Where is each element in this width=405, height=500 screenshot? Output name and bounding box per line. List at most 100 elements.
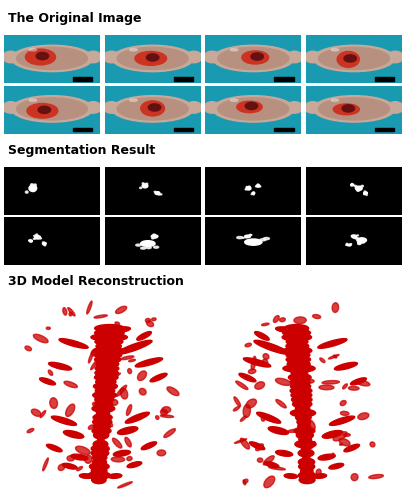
Ellipse shape — [356, 238, 366, 242]
Ellipse shape — [36, 52, 49, 60]
Ellipse shape — [345, 245, 346, 246]
Ellipse shape — [49, 362, 71, 370]
Ellipse shape — [42, 242, 46, 245]
Ellipse shape — [333, 355, 336, 358]
Ellipse shape — [141, 442, 156, 450]
Ellipse shape — [282, 364, 314, 372]
Ellipse shape — [334, 362, 356, 370]
Ellipse shape — [50, 398, 58, 408]
Ellipse shape — [315, 469, 320, 475]
Ellipse shape — [360, 242, 363, 243]
Ellipse shape — [284, 474, 297, 478]
Ellipse shape — [363, 191, 364, 192]
Ellipse shape — [249, 442, 264, 450]
Ellipse shape — [31, 409, 41, 416]
Ellipse shape — [94, 329, 124, 336]
Ellipse shape — [95, 400, 113, 408]
Ellipse shape — [125, 438, 131, 447]
Ellipse shape — [29, 48, 36, 51]
Ellipse shape — [146, 54, 158, 61]
Ellipse shape — [94, 324, 124, 332]
Ellipse shape — [43, 458, 48, 471]
Ellipse shape — [85, 51, 101, 63]
Ellipse shape — [257, 184, 258, 185]
Ellipse shape — [145, 183, 147, 184]
Ellipse shape — [236, 101, 262, 112]
Ellipse shape — [46, 444, 62, 452]
Ellipse shape — [343, 55, 356, 62]
Ellipse shape — [287, 430, 300, 432]
Ellipse shape — [297, 422, 310, 430]
Ellipse shape — [120, 388, 128, 399]
Ellipse shape — [343, 434, 350, 436]
Ellipse shape — [291, 396, 311, 404]
Ellipse shape — [92, 454, 107, 462]
Ellipse shape — [255, 444, 263, 450]
Bar — [274, 77, 293, 80]
Ellipse shape — [386, 102, 403, 113]
Ellipse shape — [115, 322, 119, 325]
Bar — [374, 77, 393, 80]
Ellipse shape — [91, 350, 98, 356]
Ellipse shape — [203, 51, 220, 63]
Ellipse shape — [233, 397, 240, 406]
Ellipse shape — [94, 356, 121, 364]
Ellipse shape — [203, 102, 220, 113]
Ellipse shape — [29, 185, 36, 192]
Ellipse shape — [117, 48, 188, 70]
Ellipse shape — [358, 188, 360, 190]
Ellipse shape — [94, 374, 118, 381]
Ellipse shape — [151, 235, 158, 238]
Ellipse shape — [308, 442, 314, 450]
Ellipse shape — [117, 340, 151, 354]
Ellipse shape — [288, 374, 310, 381]
Ellipse shape — [109, 327, 130, 333]
Ellipse shape — [148, 104, 160, 111]
Ellipse shape — [241, 51, 268, 64]
Ellipse shape — [43, 244, 45, 245]
Ellipse shape — [230, 99, 237, 102]
Ellipse shape — [352, 184, 353, 185]
Ellipse shape — [249, 234, 251, 235]
Ellipse shape — [296, 432, 313, 439]
Ellipse shape — [261, 323, 269, 326]
Text: 3D Model Reconstruction: 3D Model Reconstruction — [8, 275, 183, 288]
Ellipse shape — [256, 412, 280, 423]
Ellipse shape — [48, 370, 53, 376]
Ellipse shape — [235, 381, 247, 390]
Ellipse shape — [286, 338, 307, 345]
Ellipse shape — [217, 98, 288, 120]
Ellipse shape — [245, 102, 257, 110]
Ellipse shape — [275, 327, 296, 333]
Ellipse shape — [264, 462, 278, 468]
Ellipse shape — [142, 184, 147, 188]
Ellipse shape — [298, 472, 315, 479]
Ellipse shape — [248, 186, 249, 187]
Ellipse shape — [112, 438, 122, 448]
Ellipse shape — [95, 387, 115, 394]
Ellipse shape — [275, 378, 290, 386]
Ellipse shape — [34, 184, 36, 186]
Ellipse shape — [91, 450, 109, 457]
Bar — [173, 77, 192, 80]
Ellipse shape — [254, 382, 264, 390]
Ellipse shape — [92, 405, 115, 412]
Bar — [73, 77, 92, 80]
Ellipse shape — [243, 479, 247, 483]
Ellipse shape — [262, 354, 268, 360]
Ellipse shape — [125, 412, 149, 423]
Ellipse shape — [128, 360, 135, 362]
Ellipse shape — [108, 474, 122, 478]
Ellipse shape — [84, 456, 92, 464]
Ellipse shape — [35, 236, 40, 239]
Ellipse shape — [103, 102, 119, 113]
Ellipse shape — [110, 373, 120, 380]
Ellipse shape — [94, 352, 122, 359]
Ellipse shape — [301, 378, 307, 382]
Ellipse shape — [298, 462, 314, 470]
Ellipse shape — [313, 96, 394, 122]
Ellipse shape — [251, 192, 254, 194]
Ellipse shape — [126, 404, 131, 415]
Ellipse shape — [151, 318, 156, 320]
Ellipse shape — [322, 430, 342, 438]
